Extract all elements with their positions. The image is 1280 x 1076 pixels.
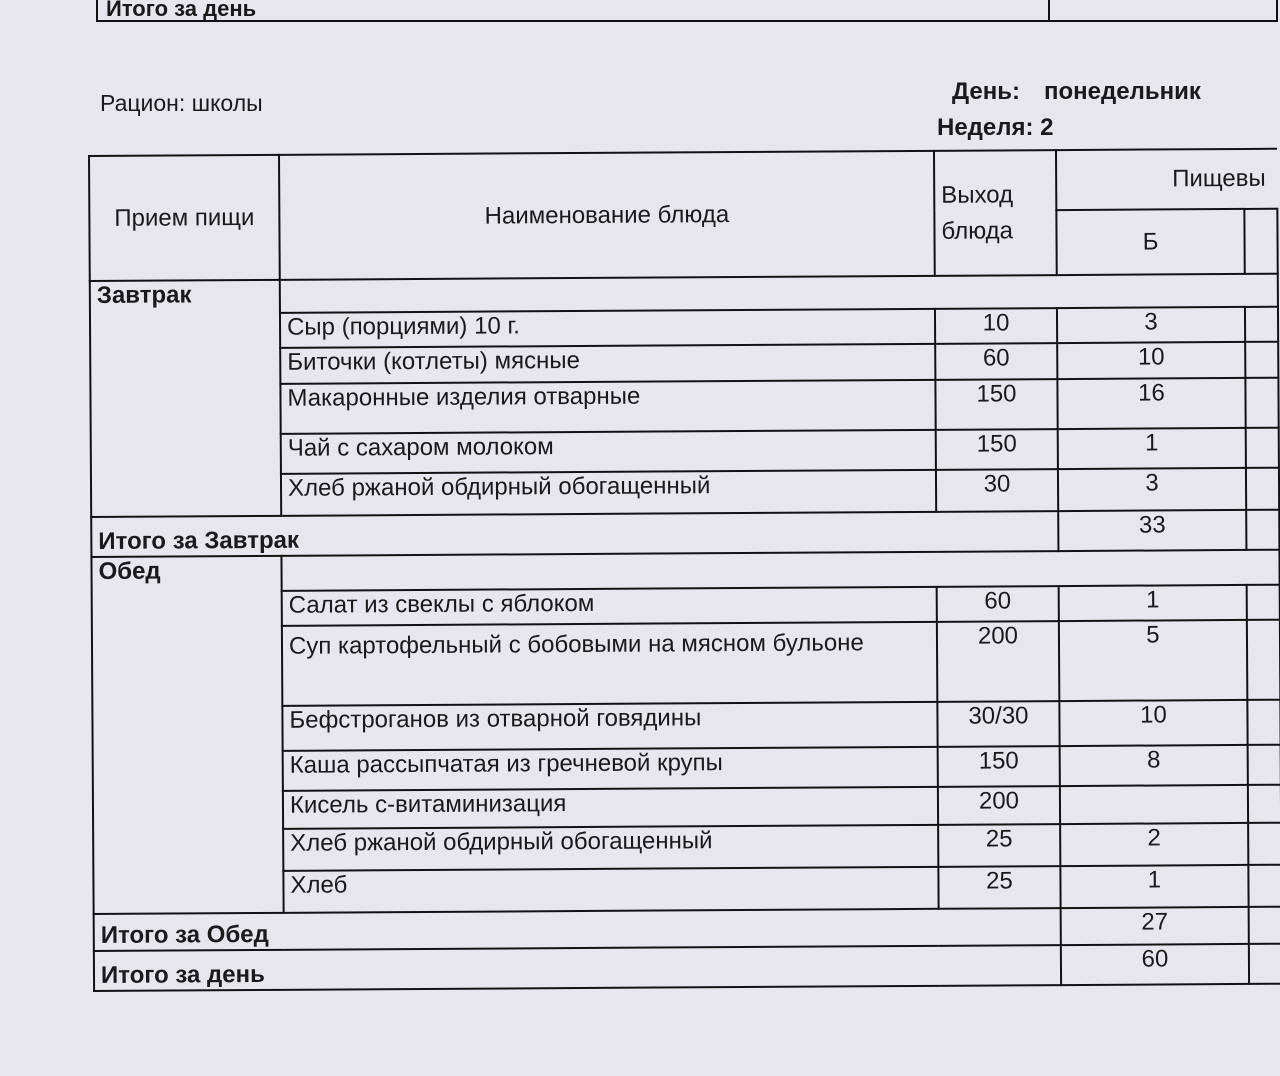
lunch-total-protein: 27 [1060, 906, 1249, 946]
dish-output: 60 [935, 343, 1058, 380]
next-cell [1247, 784, 1280, 823]
dish-output: 30 [935, 469, 1059, 512]
lunch-total-label: Итого за Обед [93, 908, 1061, 951]
next-cell [1244, 306, 1279, 342]
previous-day-total-row: Итого за день [96, 0, 1278, 22]
header-b: Б [1056, 208, 1245, 276]
dish-name: Хлеб ржаной обдирный обогащенный [280, 469, 937, 516]
header-dish: Наименование блюда [279, 150, 935, 280]
dish-output: 150 [935, 429, 1058, 470]
dish-name: Каша рассыпчатая из гречневой крупы [282, 746, 938, 791]
next-cell [1245, 341, 1279, 378]
dish-protein: 2 [1060, 822, 1249, 867]
dish-protein: 8 [1059, 744, 1248, 787]
dish-name: Бефстроганов из отварной говядины [282, 701, 938, 751]
dish-output: 150 [935, 379, 1058, 430]
header-meal: Прием пищи [89, 154, 280, 281]
day-value: понедельник [1043, 78, 1201, 105]
dish-protein: 10 [1059, 699, 1248, 747]
dish-name: Сыр (порциями) 10 г. [279, 308, 936, 348]
dish-name: Кисель с-витаминизация [282, 786, 939, 829]
next-cell [1247, 699, 1280, 745]
menu-table: Прием пищи Наименование блюда Выход блюд… [88, 148, 1280, 992]
dish-name: Хлеб [283, 866, 939, 913]
next-cell [1248, 822, 1280, 865]
dish-output: 200 [936, 621, 1060, 702]
dish-output: 25 [938, 824, 1061, 867]
ration-label: Рацион: школы [100, 90, 263, 116]
day-label: День: понедельник [952, 78, 1201, 106]
dish-name: Биточки (котлеты) мясные [280, 343, 936, 384]
next-cell [1245, 467, 1280, 510]
dish-name: Суп картофельный с бобовыми на мясном бу… [281, 621, 938, 706]
next-cell [1246, 584, 1280, 620]
next-cell [1248, 864, 1280, 907]
dish-output: 25 [938, 866, 1061, 909]
header-output: Выход блюда [933, 150, 1057, 276]
meal-breakfast: Завтрак [89, 279, 282, 517]
dish-name: Чай с сахаром молоком [280, 429, 936, 474]
day-total-row: Итого за день 60 [93, 943, 1280, 991]
next-cell [1247, 744, 1280, 785]
next-cell [1246, 509, 1280, 550]
dish-output: 150 [937, 746, 1060, 787]
dish-name: Макаронные изделия отварные [280, 379, 936, 434]
next-cell [1245, 377, 1279, 428]
dish-protein: 5 [1058, 619, 1248, 702]
dish-protein: 1 [1060, 864, 1249, 909]
week-label: Неделя: 2 [937, 114, 1054, 141]
menu-table-wrapper: Прием пищи Наименование блюда Выход блюд… [88, 148, 1280, 992]
breakfast-total-label: Итого за Завтрак [91, 511, 1059, 557]
header-next [1244, 208, 1278, 274]
dish-protein: 16 [1057, 377, 1246, 430]
previous-total-label: Итого за день [106, 0, 257, 21]
cell-divider [1048, 0, 1050, 20]
header-nutrients: Пищевы [1055, 148, 1278, 211]
breakfast-total-protein: 33 [1058, 509, 1247, 552]
dish-output: 60 [936, 586, 1059, 622]
day-total-label: Итого за день [93, 945, 1062, 991]
day-key: День: [952, 78, 1020, 105]
dish-protein: 3 [1056, 306, 1246, 344]
dish-output: 200 [937, 786, 1061, 825]
dish-name: Салат из свеклы с яблоком [281, 586, 937, 626]
meal-lunch: Обед [91, 555, 284, 914]
next-cell [1245, 427, 1279, 468]
day-total-protein: 60 [1060, 943, 1250, 986]
dish-protein: 3 [1057, 467, 1247, 512]
dish-name: Хлеб ржаной обдирный обогащенный [283, 824, 939, 871]
dish-protein: 1 [1057, 427, 1246, 470]
dish-output: 30/30 [937, 701, 1060, 747]
next-cell [1248, 906, 1280, 944]
dish-protein [1059, 784, 1249, 825]
dish-protein: 10 [1057, 341, 1246, 380]
next-cell [1248, 943, 1280, 984]
dish-output: 10 [934, 308, 1058, 344]
next-cell [1246, 619, 1280, 700]
dish-protein: 1 [1058, 584, 1247, 622]
